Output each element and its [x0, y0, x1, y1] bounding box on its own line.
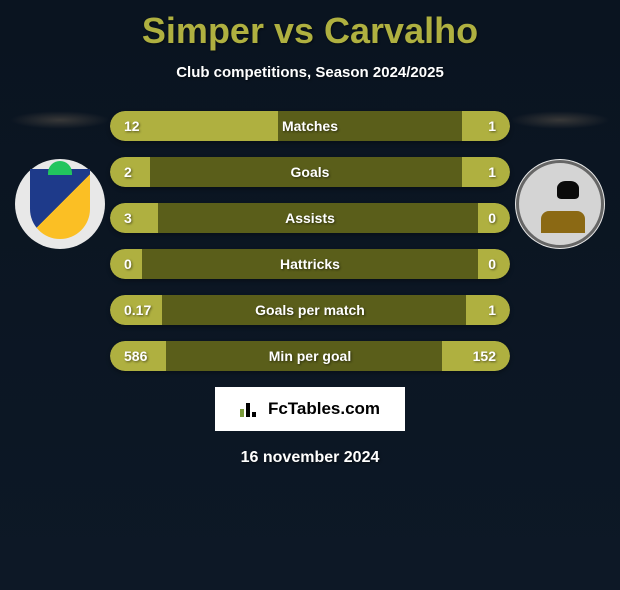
stat-left-value: 2 [124, 164, 164, 180]
stats-container: 12Matches12Goals13Assists00Hattricks00.1… [110, 111, 510, 371]
stat-row: 586Min per goal152 [110, 341, 510, 371]
stat-row: 0.17Goals per match1 [110, 295, 510, 325]
stat-label: Min per goal [164, 348, 456, 364]
stat-label: Hattricks [164, 256, 456, 272]
stat-right-value: 1 [456, 118, 496, 134]
branding-text: FcTables.com [268, 399, 380, 419]
stat-row: 12Matches1 [110, 111, 510, 141]
page-title: Simper vs Carvalho [0, 10, 620, 52]
club-badge-right [515, 159, 605, 249]
chart-icon [240, 401, 262, 417]
stat-left-value: 0 [124, 256, 164, 272]
player-right-section [510, 111, 610, 249]
badge-circle-icon [516, 160, 604, 248]
badge-shield-icon [30, 169, 90, 239]
stat-right-value: 1 [456, 164, 496, 180]
stat-left-value: 586 [124, 348, 164, 364]
date-text: 16 november 2024 [0, 449, 620, 467]
stat-right-value: 0 [456, 210, 496, 226]
player-left-section [10, 111, 110, 249]
shadow-right [510, 111, 610, 129]
stat-label: Matches [164, 118, 456, 134]
stat-left-value: 12 [124, 118, 164, 134]
stat-left-value: 3 [124, 210, 164, 226]
stat-left-value: 0.17 [124, 302, 164, 318]
main-content: 12Matches12Goals13Assists00Hattricks00.1… [0, 111, 620, 371]
shadow-left [10, 111, 110, 129]
stat-row: 0Hattricks0 [110, 249, 510, 279]
club-badge-left [15, 159, 105, 249]
branding-bar: FcTables.com [215, 387, 405, 431]
stat-label: Goals [164, 164, 456, 180]
stat-row: 2Goals1 [110, 157, 510, 187]
stat-label: Assists [164, 210, 456, 226]
stat-right-value: 152 [456, 348, 496, 364]
stat-right-value: 1 [456, 302, 496, 318]
stat-right-value: 0 [456, 256, 496, 272]
page-subtitle: Club competitions, Season 2024/2025 [0, 64, 620, 81]
stat-row: 3Assists0 [110, 203, 510, 233]
stat-label: Goals per match [164, 302, 456, 318]
